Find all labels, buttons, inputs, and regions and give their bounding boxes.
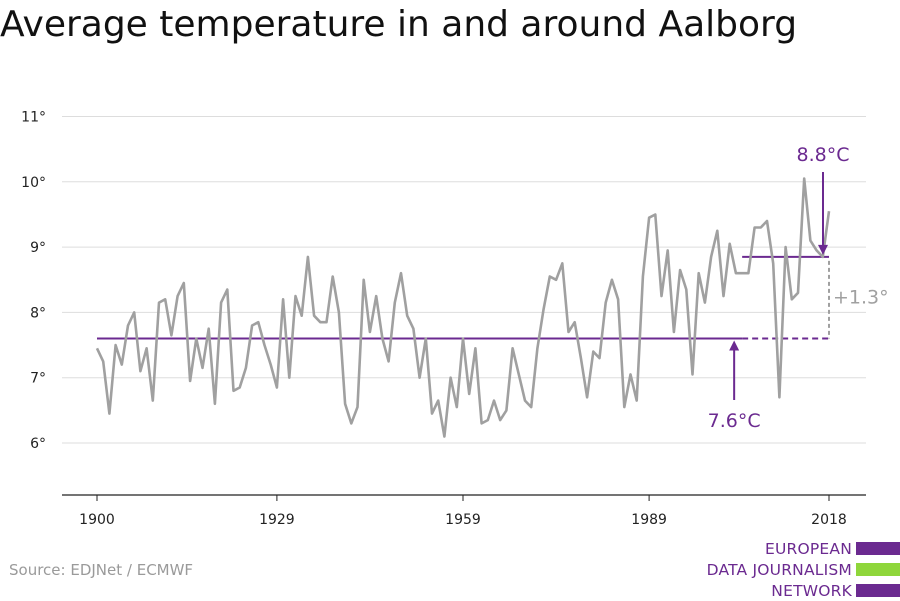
x-tick-label-1989: 1989 — [631, 512, 667, 528]
difference-label: +1.3° — [833, 287, 889, 309]
chart-title: Average temperature in and around Aalbor… — [0, 4, 798, 45]
y-tick-label-11: 11° — [21, 110, 46, 126]
x-tick-label-1959: 1959 — [445, 512, 481, 528]
edjnet-logo: EUROPEAN DATA JOURNALISM NETWORK — [707, 538, 900, 601]
y-tick-label-10: 10° — [21, 175, 46, 191]
x-tick-label-1900: 1900 — [79, 512, 115, 528]
reference-lines — [97, 255, 829, 340]
y-tick-label-7: 7° — [30, 371, 46, 387]
logo-bar-2 — [856, 563, 900, 576]
logo-row-3: NETWORK — [707, 580, 900, 601]
arrow-up-head — [729, 340, 740, 351]
logo-row-1: EUROPEAN — [707, 538, 900, 559]
temperature-series-line — [95, 177, 831, 438]
y-tick-label-8: 8° — [30, 305, 46, 321]
logo-text-data-journalism: DATA JOURNALISM — [706, 560, 852, 579]
source-note: Source: EDJNet / ECMWF — [9, 561, 194, 579]
y-tick-label-6: 6° — [30, 436, 46, 452]
logo-text-european: EUROPEAN — [764, 539, 852, 558]
logo-row-2: DATA JOURNALISM — [707, 559, 900, 580]
logo-text-network: NETWORK — [771, 581, 852, 600]
logo-bar-3 — [856, 584, 900, 597]
y-tick-label-9: 9° — [30, 240, 46, 256]
series-layer — [95, 177, 831, 438]
x-tick-label-1929: 1929 — [259, 512, 295, 528]
baseline-average-label: 7.6°C — [708, 410, 761, 432]
axes: 6° 7° 8° 9° 10° 11° 1900 1929 1959 1989 2018 — [21, 110, 866, 528]
grid-lines — [62, 116, 866, 444]
annotations: +1.3° 7.6°C 8.8°C — [708, 144, 889, 432]
logo-bar-1 — [856, 542, 900, 555]
recent-average-label: 8.8°C — [797, 144, 850, 166]
arrow-down-head — [818, 244, 828, 255]
x-tick-label-2018: 2018 — [811, 512, 847, 528]
